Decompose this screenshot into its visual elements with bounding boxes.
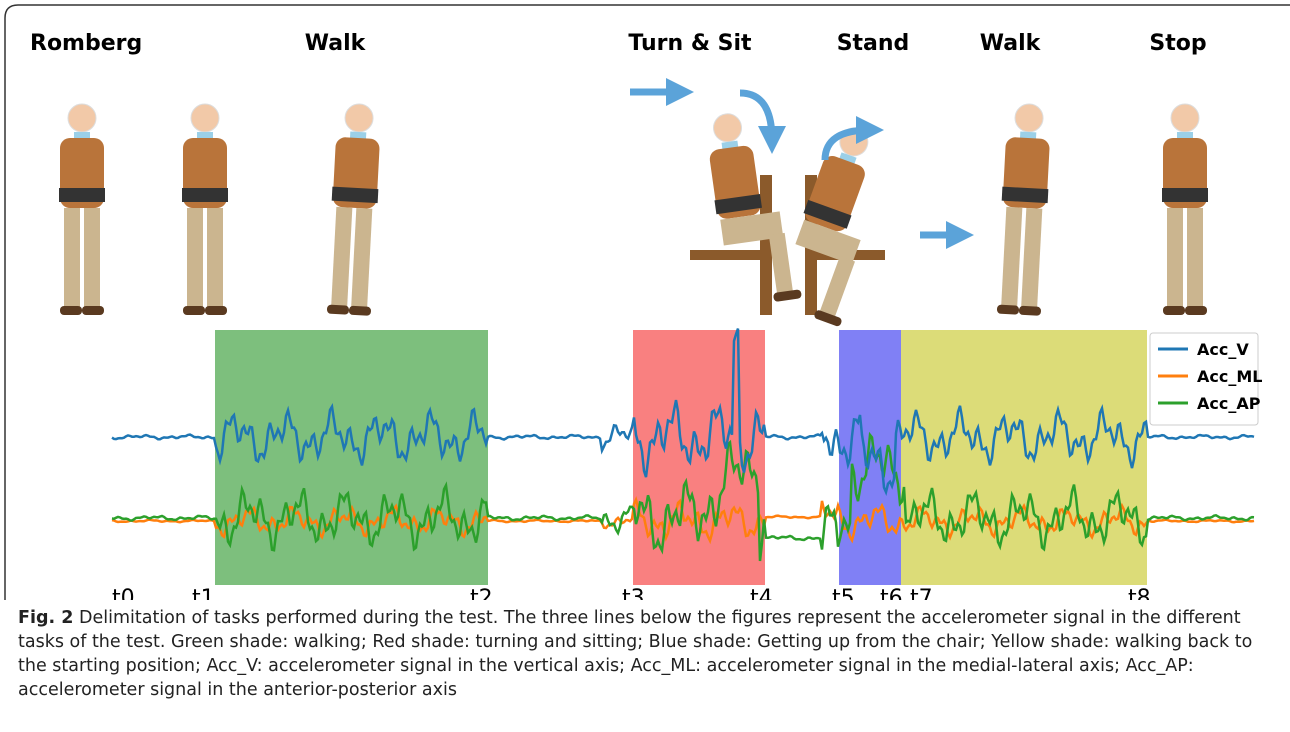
caption-text: Delimitation of tasks performed during t… (18, 608, 1252, 700)
legend-label: Acc_AP (1197, 394, 1261, 413)
shoe (1019, 306, 1041, 316)
person-illustration (182, 104, 228, 315)
time-mark: t7 (910, 586, 933, 600)
belt (182, 188, 228, 202)
figure: Acc_V Acc_ML Acc_AP t0 t1 t2 t3 t4 t5 t6 t7 t8 Rombe… (0, 0, 1290, 732)
task-label: Stand (837, 31, 910, 56)
task-label: Walk (980, 31, 1042, 56)
legend-label: Acc_ML (1197, 367, 1262, 386)
time-mark: t0 (112, 586, 135, 600)
legend-label: Acc_V (1197, 340, 1249, 359)
chair (690, 250, 770, 260)
head (68, 104, 96, 132)
shin (819, 256, 855, 318)
shoe (997, 305, 1019, 315)
leg (1001, 207, 1022, 308)
time-mark: t5 (832, 586, 855, 600)
leg (1167, 208, 1183, 308)
caption-label: Fig. 2 (18, 608, 73, 628)
shin (769, 233, 793, 295)
person-illustration (326, 103, 383, 316)
time-mark: t8 (1128, 586, 1151, 600)
leg (84, 208, 100, 308)
head (1171, 104, 1199, 132)
belt (1002, 187, 1049, 203)
task-label: Stop (1149, 31, 1206, 56)
time-mark: t3 (622, 586, 645, 600)
person-illustration (1162, 104, 1208, 315)
time-mark: t4 (750, 586, 773, 600)
belt (59, 188, 105, 202)
shoe (349, 306, 371, 316)
shoe (327, 305, 349, 315)
time-mark: t1 (192, 586, 215, 600)
shoe (82, 306, 104, 315)
head (1014, 103, 1043, 132)
shoe (205, 306, 227, 315)
head (344, 103, 373, 132)
leg (351, 208, 372, 309)
head (712, 112, 744, 144)
leg (331, 207, 352, 308)
arrow (740, 93, 772, 140)
leg (207, 208, 223, 308)
leg (187, 208, 203, 308)
shoe (1163, 306, 1185, 315)
shoe (183, 306, 205, 315)
chair (760, 175, 772, 315)
time-mark: t6 (880, 586, 903, 600)
task-shade (901, 330, 1147, 585)
task-label: Romberg (30, 31, 142, 56)
time-mark: t2 (470, 586, 493, 600)
person-illustration (703, 107, 802, 308)
person-illustration (59, 104, 105, 315)
figure-graphic: Acc_V Acc_ML Acc_AP t0 t1 t2 t3 t4 t5 t6 t7 t8 Rombe… (0, 0, 1290, 600)
belt (332, 187, 379, 203)
belt (1162, 188, 1208, 202)
task-label: Walk (305, 31, 367, 56)
leg (64, 208, 80, 308)
caption: Fig. 2 Delimitation of tasks performed d… (18, 606, 1268, 702)
person-illustration (996, 103, 1053, 316)
leg (1187, 208, 1203, 308)
shoe (1185, 306, 1207, 315)
shoe (60, 306, 82, 315)
task-label: Turn & Sit (628, 31, 752, 56)
leg (1021, 208, 1042, 309)
head (191, 104, 219, 132)
